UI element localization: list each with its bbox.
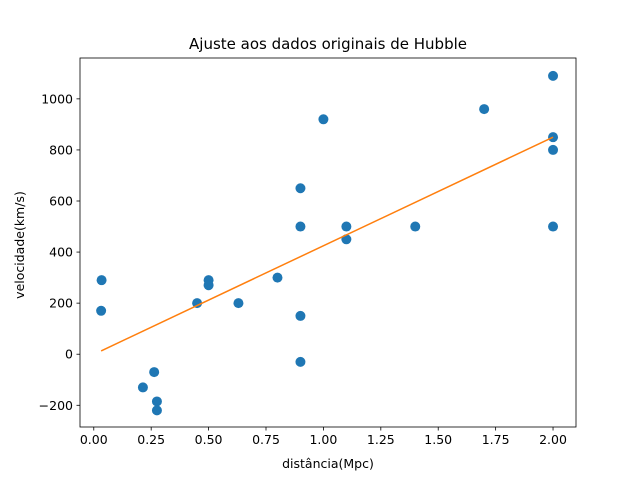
y-axis-label: velocidade(km/s) bbox=[12, 191, 27, 299]
data-point bbox=[151, 405, 162, 416]
data-point bbox=[318, 114, 329, 125]
axes: 0.00 0.25 0.50 0.75 1.00 1.25 1.50 1.75 2.00 −200… bbox=[39, 57, 577, 447]
x-tick-label: 0.50 bbox=[195, 432, 223, 447]
chart-title: Ajuste aos dados originais de Hubble bbox=[189, 35, 467, 53]
x-tick-label: 0.00 bbox=[80, 432, 108, 447]
y-tick-label: 400 bbox=[49, 245, 73, 260]
data-point bbox=[203, 280, 214, 291]
data-point bbox=[295, 183, 306, 194]
data-point bbox=[548, 70, 559, 81]
y-tick-label: 200 bbox=[49, 296, 73, 311]
y-tick-label: 0 bbox=[65, 347, 73, 362]
data-point bbox=[96, 305, 107, 316]
data-point bbox=[341, 221, 352, 232]
x-tick-label: 1.00 bbox=[309, 432, 337, 447]
x-tick-label: 1.75 bbox=[482, 432, 510, 447]
data-point bbox=[137, 382, 148, 393]
data-point bbox=[548, 144, 559, 155]
data-point bbox=[479, 104, 490, 115]
x-tick-label: 2.00 bbox=[539, 432, 567, 447]
y-tick-label: −200 bbox=[39, 398, 73, 413]
data-point bbox=[192, 298, 203, 309]
data-point bbox=[295, 221, 306, 232]
fit-line bbox=[100, 136, 554, 352]
data-point bbox=[96, 275, 107, 286]
data-point bbox=[548, 221, 559, 232]
plot-frame bbox=[79, 57, 577, 428]
y-tick-label: 800 bbox=[49, 142, 73, 157]
x-tick-label: 1.25 bbox=[367, 432, 395, 447]
data-point bbox=[149, 367, 160, 378]
plot-area bbox=[96, 70, 559, 416]
y-tick-label: 600 bbox=[49, 194, 73, 209]
x-tick-label: 0.25 bbox=[137, 432, 165, 447]
x-tick-label: 1.50 bbox=[424, 432, 452, 447]
data-point bbox=[233, 298, 244, 309]
data-point bbox=[410, 221, 421, 232]
y-tick-label: 1000 bbox=[41, 91, 73, 106]
x-axis-label: distância(Mpc) bbox=[282, 456, 374, 471]
data-point bbox=[295, 356, 306, 367]
x-tick-label: 0.75 bbox=[252, 432, 280, 447]
data-point bbox=[295, 310, 306, 321]
data-point bbox=[151, 396, 162, 407]
data-point bbox=[272, 272, 283, 283]
